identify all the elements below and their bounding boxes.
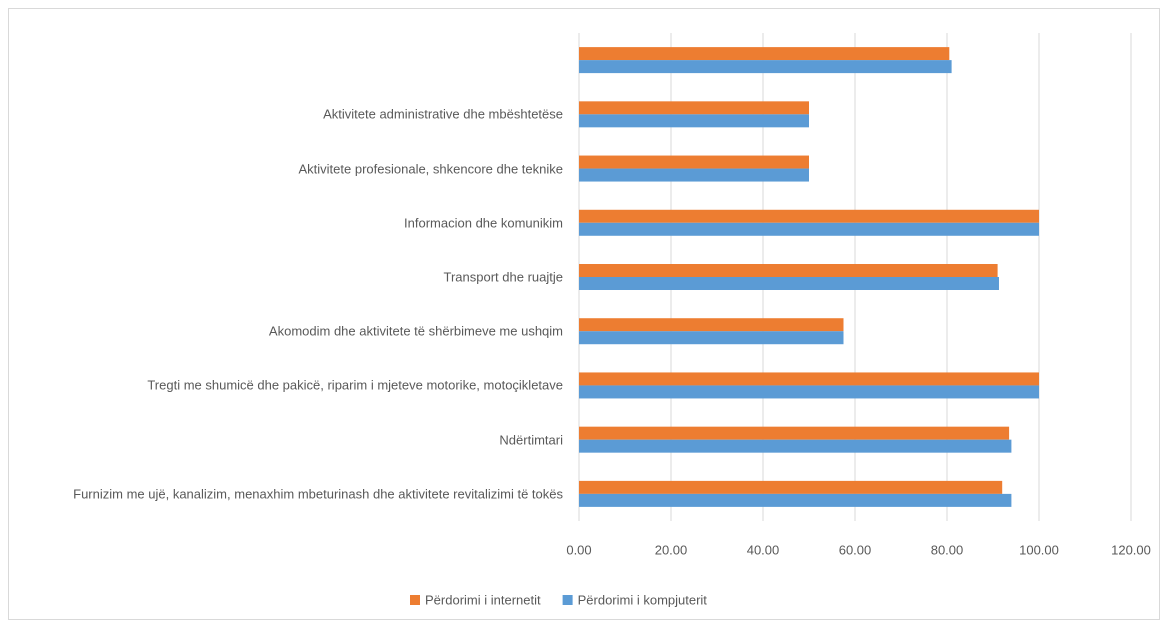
y-tick-label: Tregti me shumicë dhe pakicë, riparim i … [147,377,563,393]
bar [579,372,1039,386]
bar [579,60,952,74]
bar [579,426,1010,440]
bar [579,493,1012,507]
bar [579,480,1003,494]
y-tick-label: Furnizim me ujë, kanalizim, menaxhim mbe… [73,486,563,502]
bar [579,209,1039,223]
legend-label: Përdorimi i internetit [425,592,541,607]
y-tick-label: Aktivitete administrative dhe mbështetës… [323,106,563,122]
x-tick-label: 20.00 [655,542,688,557]
bar [579,155,809,169]
x-tick-label: 120.00 [1111,542,1151,557]
bar [579,264,998,277]
y-tick-label: Transport dhe ruajtje [443,269,563,285]
bar [579,277,999,290]
x-tick-label: 0.00 [566,542,591,557]
bar [579,47,950,61]
bar [579,331,844,345]
legend-swatch [410,595,420,605]
x-tick-label: 40.00 [747,542,780,557]
y-tick-label: Aktivitete profesionale, shkencore dhe t… [298,161,564,177]
y-tick-label: Akomodim dhe aktivitete të shërbimeve me… [268,323,563,339]
legend-label: Përdorimi i kompjuterit [578,592,708,607]
x-tick-label: 100.00 [1019,542,1059,557]
bar [579,114,809,128]
x-tick-label: 80.00 [931,542,964,557]
bar [579,222,1039,236]
bar [579,168,809,182]
legend-swatch [562,595,573,605]
bar [579,385,1039,399]
bar [579,318,844,332]
y-tick-label: Informacion dhe komunikim [404,215,563,231]
x-tick-label: 60.00 [839,542,872,557]
y-tick-label: Ndërtimtari [499,432,563,448]
bar [579,439,1012,453]
chart-border [8,8,1160,620]
bar [579,101,809,115]
